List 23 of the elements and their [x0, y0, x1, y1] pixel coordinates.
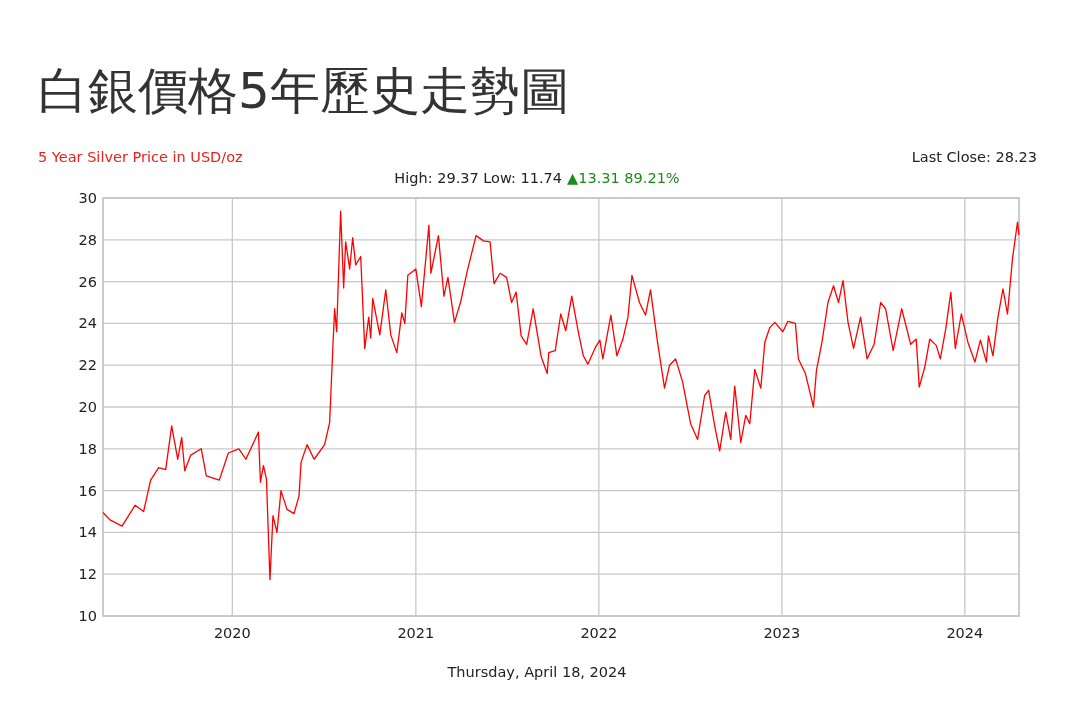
- text: ▲13.31 89.21%: [567, 170, 680, 186]
- y-tick-label: 20: [78, 399, 97, 416]
- line-series: [102, 210, 1020, 581]
- y-tick-label: 18: [78, 440, 97, 457]
- text: High: 29.37 Low: 11.74: [394, 170, 563, 186]
- y-tick-label: 14: [78, 524, 97, 541]
- text: Thursday, April 18, 2024: [446, 664, 627, 680]
- y-tick-label: 16: [78, 482, 97, 499]
- x-tick-label: 2022: [580, 625, 618, 641]
- text: Last Close: 28.23: [911, 149, 1037, 165]
- y-tick-label: 10: [78, 608, 97, 625]
- chart-title: 白銀價格5年歷史走勢圖: [38, 62, 570, 120]
- x-tick-label: 2024: [946, 625, 984, 641]
- y-tick-label: 28: [78, 231, 97, 248]
- y-tick-label: 24: [78, 315, 97, 332]
- x-tick-label: 2023: [763, 625, 801, 641]
- x-tick-label: 2020: [213, 625, 251, 641]
- y-tick-label: 22: [78, 357, 97, 374]
- y-tick-label: 30: [78, 190, 97, 207]
- y-tick-label: 12: [78, 566, 97, 583]
- chart-subtitle: 5 Year Silver Price in USD/oz: [38, 149, 243, 165]
- x-tick-label: 2021: [397, 625, 435, 641]
- y-tick-label: 26: [78, 273, 97, 290]
